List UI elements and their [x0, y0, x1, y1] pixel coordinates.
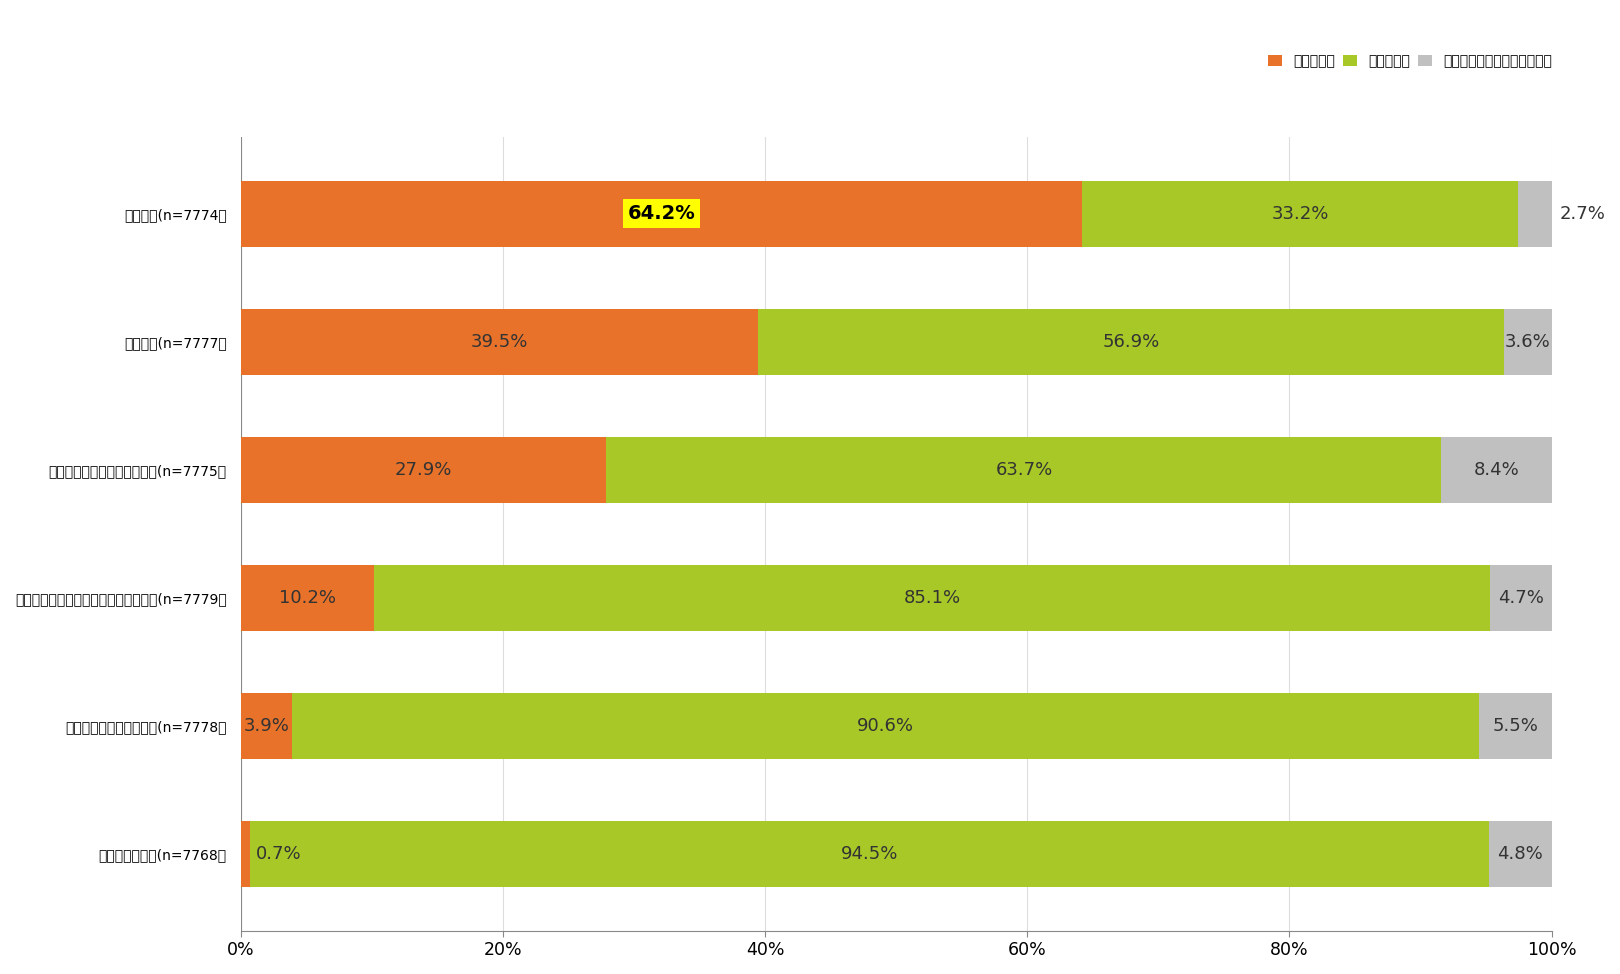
Text: 10.2%: 10.2%	[279, 589, 335, 607]
Bar	[1505, 309, 1552, 375]
Bar	[1479, 693, 1552, 759]
Text: 56.9%: 56.9%	[1103, 333, 1160, 351]
Text: 5.5%: 5.5%	[1492, 717, 1539, 734]
Text: 0.7%: 0.7%	[256, 844, 301, 863]
Bar	[374, 565, 1490, 631]
Text: 3.6%: 3.6%	[1505, 333, 1550, 351]
Text: 63.7%: 63.7%	[995, 461, 1053, 479]
Bar	[241, 693, 292, 759]
Text: 94.5%: 94.5%	[841, 844, 897, 863]
Bar	[1082, 180, 1518, 247]
Bar	[241, 436, 606, 504]
Text: 33.2%: 33.2%	[1272, 205, 1328, 223]
Text: 27.9%: 27.9%	[395, 461, 452, 479]
Text: 4.7%: 4.7%	[1498, 589, 1544, 607]
Bar	[241, 180, 1082, 247]
Bar	[606, 436, 1442, 504]
Text: 64.2%: 64.2%	[627, 205, 695, 223]
Bar	[1490, 565, 1552, 631]
Bar	[241, 820, 249, 887]
Bar	[758, 309, 1505, 375]
Text: 2.7%: 2.7%	[1560, 205, 1605, 223]
Bar	[1442, 436, 1552, 504]
Text: 3.9%: 3.9%	[243, 717, 288, 734]
Bar	[241, 309, 758, 375]
Text: 90.6%: 90.6%	[857, 717, 914, 734]
Bar	[1489, 820, 1552, 887]
Bar	[249, 820, 1489, 887]
Bar	[292, 693, 1479, 759]
Bar	[241, 565, 374, 631]
Text: 8.4%: 8.4%	[1474, 461, 1520, 479]
Text: 85.1%: 85.1%	[904, 589, 961, 607]
Text: 4.8%: 4.8%	[1497, 844, 1542, 863]
Bar	[1518, 180, 1554, 247]
Legend: 相談がある, 相談はない, 相談の有無を把握していない: 相談がある, 相談はない, 相談の有無を把握していない	[1262, 49, 1558, 74]
Text: 39.5%: 39.5%	[471, 333, 528, 351]
